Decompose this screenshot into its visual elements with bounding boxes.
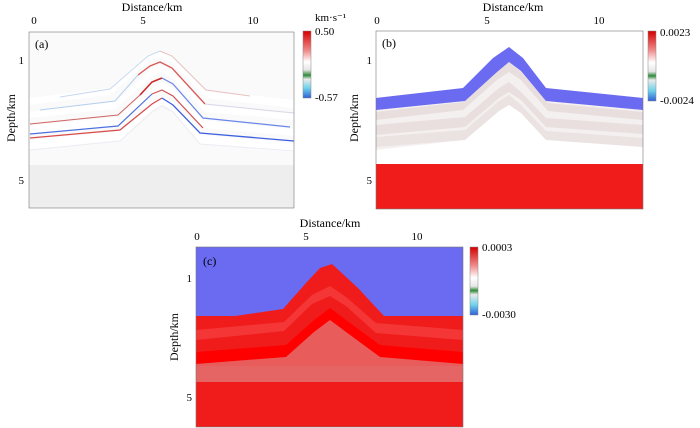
panel-a-lower-field (29, 165, 294, 208)
panel-a-reflector-4 (137, 61, 206, 105)
panel-b-band-3 (376, 95, 643, 147)
panel-c-y-title: Depth/km (167, 312, 181, 361)
panel-b-colorbar-min: -0.0024 (660, 95, 694, 107)
panel-a-reflector-5 (204, 103, 295, 114)
panel-a-reflector-11 (29, 97, 163, 139)
panel-c-blue-cap (196, 247, 463, 316)
panel-c-xtick-5: 5 (303, 231, 309, 243)
panel-b-colorbar-max: 0.0023 (660, 27, 691, 39)
panel-b-xtick-5: 5 (484, 15, 490, 27)
panel-b-x-title: Distance/km (483, 0, 544, 14)
panel-a-reflector-10 (151, 89, 204, 129)
panel-a-ytick-1: 1 (19, 55, 25, 67)
panel-b-ytick-1: 1 (367, 55, 373, 67)
panel-a-xtick-5: 5 (140, 15, 146, 27)
panel-c-colorbar (469, 246, 479, 316)
panel-a-reflector-13 (29, 105, 295, 152)
panel-c-x-title: Distance/km (300, 216, 361, 230)
panel-b-xtick-0: 0 (374, 15, 380, 27)
panel-a-reflector-6 (29, 94, 141, 125)
panel-a-xtick-0: 0 (31, 15, 37, 27)
panel-a-colorbar-max: 0.50 (315, 26, 335, 38)
panel-a-x-title: Distance/km (122, 0, 183, 14)
panel-a-ytick-5: 5 (19, 175, 25, 187)
panel-b-band-1 (376, 62, 643, 120)
panel-c-xtick-0: 0 (194, 231, 200, 243)
panel-a-colorbar-min: -0.57 (315, 92, 338, 104)
panel-a-reflector-2 (159, 50, 251, 97)
panel-a-layer-band-4 (29, 96, 294, 152)
panel-a-reflector-9 (29, 93, 153, 135)
panel-a-colorbar (302, 30, 312, 99)
panel-a: Distance/km 0 5 10 (a) Depth/km 1 5 (4, 0, 346, 209)
panel-b-ytick-5: 5 (367, 175, 373, 187)
panel-c-ytick-5: 5 (187, 392, 193, 404)
panel-a-reflector-12 (161, 97, 295, 142)
panel-b-frame (375, 30, 644, 210)
panel-a-layer-band-3 (29, 82, 294, 136)
panel-c-band-2 (196, 308, 463, 364)
panel-c: Distance/km 0 5 10 (c) Depth/km 1 5 (167, 216, 516, 428)
panel-c-band-4 (196, 366, 463, 382)
panel-c-band-1 (196, 286, 463, 340)
panel-a-y-title: Depth/km (4, 93, 18, 142)
panel-c-colorbar-min: -0.0030 (482, 309, 516, 321)
panel-a-colorbar-unit: km·s⁻¹ (315, 12, 346, 24)
panel-a-reflector-1 (59, 50, 161, 98)
panel-b-y-title: Depth/km (347, 93, 361, 142)
panel-a-reflector-8 (161, 77, 291, 128)
panel-c-label: (c) (203, 254, 216, 268)
panel-b-label: (b) (382, 36, 396, 50)
panel-a-frame (28, 31, 295, 209)
panel-b-band-2 (376, 82, 643, 135)
panel-b-blue-horizon (376, 47, 643, 110)
panel-c-xtick-10: 10 (412, 231, 424, 243)
panel-c-colorbar-max: 0.0003 (482, 242, 513, 254)
panel-a-label: (a) (35, 37, 48, 51)
panel-b-xtick-10: 10 (594, 15, 606, 27)
panel-c-ytick-1: 1 (187, 273, 193, 285)
panel-a-xtick-10: 10 (248, 15, 260, 27)
panel-b-red-base (376, 164, 643, 209)
panel-a-layer-band-2 (29, 64, 294, 120)
panel-b-colorbar (647, 30, 657, 102)
panel-c-frame (195, 246, 464, 428)
panel-b: Distance/km 0 5 10 (b) Depth/km 1 5 (347, 0, 694, 210)
panel-a-reflector-3 (39, 74, 139, 111)
panel-a-layer-band-1 (29, 50, 294, 108)
panel-a-reflector-7 (139, 77, 163, 96)
